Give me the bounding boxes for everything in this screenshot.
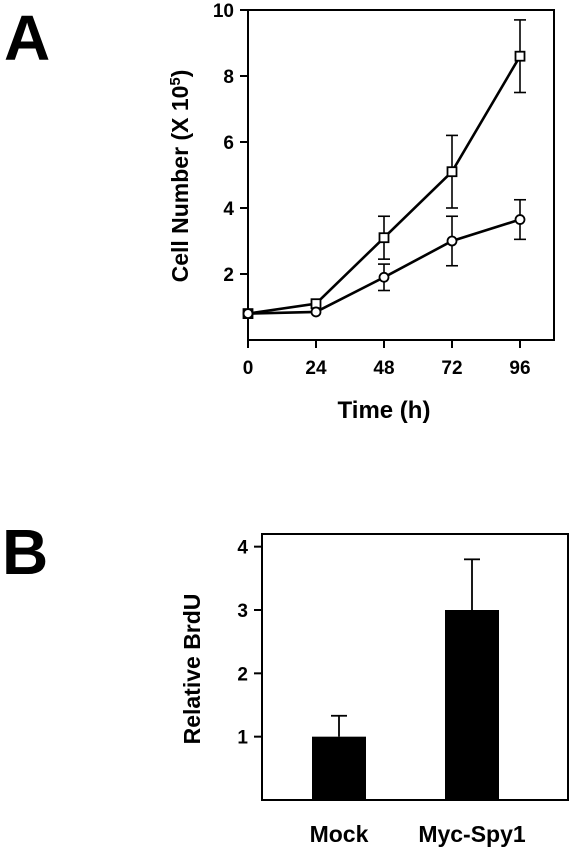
- y-axis-label: Relative BrdU: [179, 594, 205, 745]
- panel-b-letter: B: [2, 516, 49, 588]
- bar: [445, 610, 499, 800]
- y-tick-label: 10: [213, 1, 234, 22]
- x-tick-label: 72: [441, 358, 462, 379]
- circle-marker: [446, 235, 458, 247]
- y-tick-label: 8: [223, 67, 234, 88]
- x-tick-label: 96: [509, 358, 530, 379]
- x-tick-label: 24: [305, 358, 327, 379]
- y-tick-label: 2: [237, 664, 248, 685]
- y-axis-ticks: 2 4 6 8 10: [213, 1, 248, 286]
- y-axis-label-superscript: 5: [167, 77, 184, 85]
- series-2: [242, 198, 526, 320]
- brdu-bar-chart: 1 2 3 4 Mock Myc-Spy1 Relative BrdU: [179, 533, 569, 847]
- circle-marker: [514, 214, 526, 225]
- y-tick-label: 6: [223, 133, 234, 154]
- circle-marker: [310, 306, 322, 318]
- plot-frame: [261, 533, 569, 801]
- y-tick-label: 3: [237, 601, 248, 622]
- x-axis-label: Time (h): [338, 397, 431, 424]
- bar: [312, 736, 366, 800]
- panel-a-letter: A: [4, 2, 51, 74]
- square-marker: [514, 50, 526, 62]
- category-labels: Mock Myc-Spy1: [310, 821, 526, 847]
- y-axis-ticks: 1 2 3 4: [237, 538, 262, 749]
- plot-frame: [247, 9, 555, 341]
- category-label: Mock: [310, 821, 369, 847]
- circle-marker: [242, 308, 254, 320]
- y-tick-label: 1: [237, 728, 248, 749]
- category-label: Myc-Spy1: [418, 821, 526, 847]
- square-marker: [446, 166, 458, 178]
- y-tick-label: 4: [237, 538, 248, 559]
- x-tick-label: 48: [373, 358, 394, 379]
- bars: [312, 558, 499, 800]
- y-axis-label: Cell Number (X 105): [167, 70, 194, 283]
- y-axis-label-close: ): [167, 70, 193, 78]
- y-tick-label: 2: [223, 265, 234, 286]
- y-axis-label-text: Cell Number (X 10: [167, 86, 193, 283]
- x-tick-label: 0: [243, 358, 254, 379]
- square-marker: [378, 232, 390, 244]
- x-axis-ticks: 0 24 48 72 96: [243, 340, 531, 379]
- y-tick-label: 4: [223, 199, 234, 220]
- data-series: [242, 19, 526, 320]
- circle-marker: [378, 271, 390, 283]
